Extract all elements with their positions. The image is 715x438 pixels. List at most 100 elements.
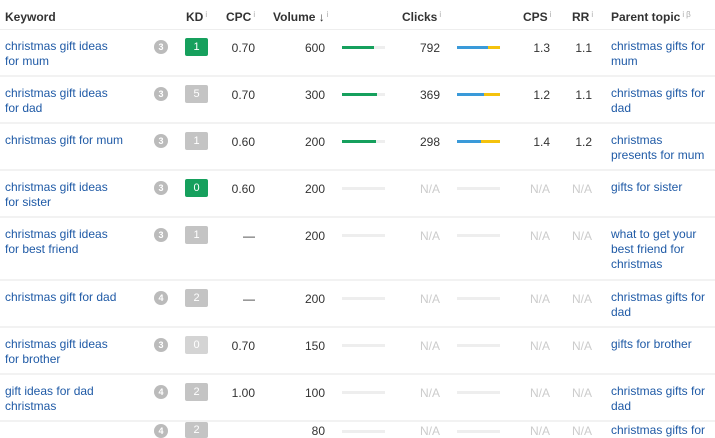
- col-volume[interactable]: Volume ↓ i: [273, 10, 329, 24]
- clicks-value: N/A: [419, 424, 440, 438]
- keyword-link[interactable]: christmas gift ideas for best friend: [5, 227, 108, 256]
- parent-topic-link[interactable]: christmas gifts for mum: [611, 39, 706, 68]
- keyword-link[interactable]: christmas gift ideas for sister: [5, 180, 108, 209]
- cps-value: 1.3: [533, 41, 550, 55]
- parent-topic-link[interactable]: gifts for sister: [611, 180, 683, 194]
- info-icon[interactable]: i: [439, 10, 442, 19]
- info-icon[interactable]: i: [326, 10, 329, 19]
- volume-value: 100: [304, 386, 325, 400]
- volume-trend-bar: [342, 46, 385, 49]
- keyword-link[interactable]: gift ideas for dad christmas: [5, 384, 94, 413]
- clicks-split-bar: [457, 391, 500, 394]
- volume-trend-bar: [342, 187, 385, 190]
- clicks-split-bar: [457, 140, 500, 143]
- serp-features-badge[interactable]: 4: [154, 385, 168, 399]
- kd-badge: 1: [185, 38, 208, 56]
- col-parent-topic[interactable]: Parent topic i β: [611, 10, 691, 24]
- col-kd[interactable]: KD i: [186, 10, 208, 24]
- keyword-link[interactable]: christmas gift for mum: [5, 133, 124, 147]
- serp-features-badge[interactable]: 4: [154, 424, 168, 438]
- rr-value: N/A: [571, 292, 592, 306]
- clicks-split-bar: [457, 234, 500, 237]
- parent-topic-link[interactable]: what to get your best friend for christm…: [611, 227, 697, 271]
- clicks-split-bar: [457, 297, 500, 300]
- volume-value: 200: [304, 182, 325, 196]
- info-icon[interactable]: i: [549, 10, 552, 19]
- info-icon[interactable]: i: [591, 10, 594, 19]
- keyword-link[interactable]: christmas gift ideas for brother: [5, 337, 108, 366]
- clicks-value: N/A: [419, 339, 440, 353]
- serp-features-badge[interactable]: 3: [154, 181, 168, 195]
- rr-value: 1.1: [575, 41, 592, 55]
- table-row: christmas gift ideas for mum 3 1 0.70 60…: [0, 30, 715, 77]
- serp-features-badge[interactable]: 3: [154, 134, 168, 148]
- volume-bar-fill: [342, 46, 375, 49]
- parent-topic-link[interactable]: christmas gifts for dad: [611, 86, 706, 115]
- cps-value: N/A: [529, 229, 550, 243]
- volume-value: 200: [304, 229, 325, 243]
- kd-badge: 5: [185, 85, 208, 103]
- volume-value: 80: [311, 424, 325, 438]
- beta-icon: β: [686, 10, 691, 19]
- cpc-value: 0.60: [231, 182, 255, 196]
- serp-features-badge[interactable]: 3: [154, 228, 168, 242]
- organic-clicks-fill: [457, 46, 488, 49]
- keyword-link[interactable]: christmas gift ideas for dad: [5, 86, 108, 115]
- col-keyword[interactable]: Keyword: [5, 10, 56, 24]
- table-row: christmas gift ideas for sister 3 0 0.60…: [0, 171, 715, 218]
- serp-features-badge[interactable]: 3: [154, 87, 168, 101]
- cpc-value: 0.70: [231, 339, 255, 353]
- rr-value: 1.1: [575, 88, 592, 102]
- table-row: 4 2 80 N/A N/A N/A christmas gifts for: [0, 422, 715, 438]
- parent-topic-link[interactable]: christmas presents for mum: [611, 133, 705, 162]
- info-icon[interactable]: i: [253, 10, 256, 19]
- parent-topic-link[interactable]: christmas gifts for: [611, 423, 706, 437]
- rr-value: N/A: [571, 424, 592, 438]
- volume-trend-bar: [342, 344, 385, 347]
- table-header: Keyword KD i CPC i Volume ↓ i Clicks i CPS i …: [0, 0, 715, 30]
- volume-trend-bar: [342, 391, 385, 394]
- cps-value: N/A: [529, 339, 550, 353]
- clicks-split-bar: [457, 46, 500, 49]
- cpc-value: —: [243, 292, 255, 306]
- rr-value: 1.2: [575, 135, 592, 149]
- volume-value: 200: [304, 292, 325, 306]
- info-icon[interactable]: i: [682, 10, 685, 19]
- rr-value: N/A: [571, 386, 592, 400]
- cpc-value: —: [243, 229, 255, 243]
- kd-badge: 2: [185, 289, 208, 307]
- kd-badge: 0: [185, 179, 208, 197]
- cps-value: N/A: [529, 424, 550, 438]
- kd-badge: 1: [185, 226, 208, 244]
- keyword-link[interactable]: christmas gift for dad: [5, 290, 117, 304]
- table-row: christmas gift ideas for dad 3 5 0.70 30…: [0, 77, 715, 124]
- clicks-value: N/A: [419, 292, 440, 306]
- col-cpc[interactable]: CPC i: [226, 10, 256, 24]
- cpc-value: 0.70: [231, 41, 255, 55]
- serp-features-badge[interactable]: 3: [154, 40, 168, 54]
- volume-value: 150: [304, 339, 325, 353]
- kd-badge: 0: [185, 336, 208, 354]
- clicks-value: N/A: [419, 182, 440, 196]
- keyword-link[interactable]: christmas gift ideas for mum: [5, 39, 108, 68]
- volume-value: 300: [304, 88, 325, 102]
- serp-features-badge[interactable]: 4: [154, 291, 168, 305]
- info-icon[interactable]: i: [205, 10, 208, 19]
- rr-value: N/A: [571, 229, 592, 243]
- parent-topic-link[interactable]: gifts for brother: [611, 337, 692, 351]
- clicks-split-bar: [457, 187, 500, 190]
- col-cps[interactable]: CPS i: [523, 10, 552, 24]
- volume-trend-bar: [342, 140, 385, 143]
- parent-topic-link[interactable]: christmas gifts for dad: [611, 384, 706, 413]
- col-rr[interactable]: RR i: [572, 10, 594, 24]
- cps-value: N/A: [529, 182, 550, 196]
- col-clicks[interactable]: Clicks i: [402, 10, 442, 24]
- table-row: christmas gift ideas for best friend 3 1…: [0, 218, 715, 281]
- serp-features-badge[interactable]: 3: [154, 338, 168, 352]
- paid-clicks-fill: [483, 93, 500, 96]
- paid-clicks-fill: [480, 140, 500, 143]
- parent-topic-link[interactable]: christmas gifts for dad: [611, 290, 706, 319]
- cps-value: N/A: [529, 292, 550, 306]
- cpc-value: 0.60: [231, 135, 255, 149]
